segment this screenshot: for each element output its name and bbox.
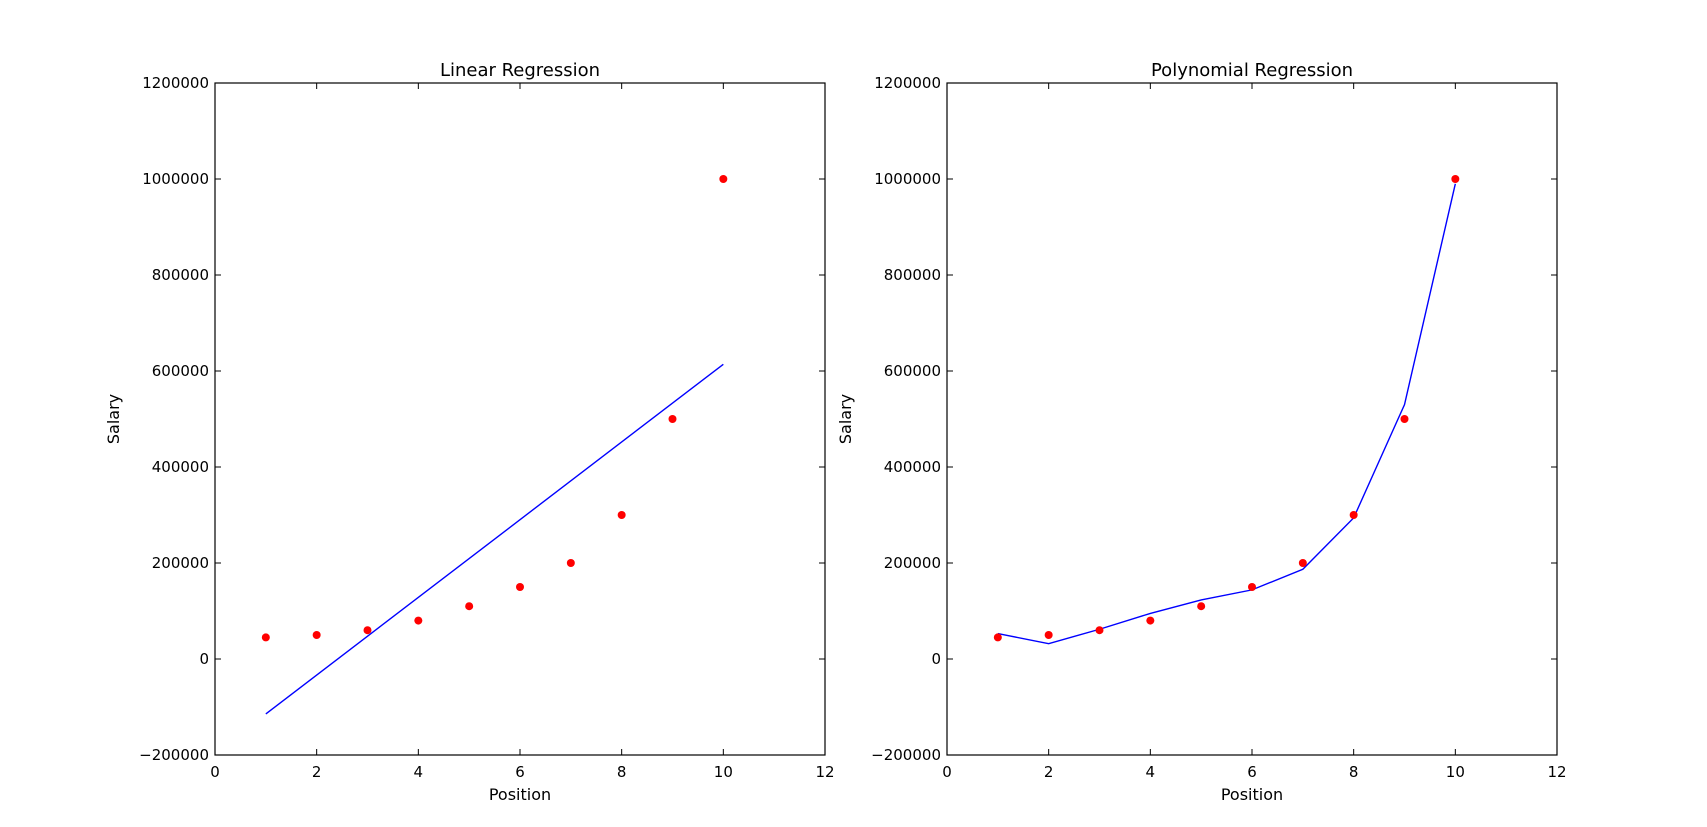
chart-panel-2: 0 2 4 6 8 10 12−200000020000040000060000080000…: [836, 60, 1567, 804]
data-point: [414, 616, 423, 625]
x-tick-label: 12: [815, 763, 834, 781]
x-tick-label: 8: [617, 763, 627, 781]
x-axis-label: Position: [489, 785, 551, 804]
y-tick-label: 400000: [152, 458, 209, 476]
y-tick-label: 600000: [152, 362, 209, 380]
y-tick-label: 0: [199, 650, 209, 668]
x-tick-label: 2: [1044, 763, 1054, 781]
x-tick-label: 12: [1547, 763, 1566, 781]
data-point: [1197, 602, 1206, 611]
regression-line: [265, 363, 724, 715]
x-tick-label: 10: [1446, 763, 1465, 781]
y-tick-label: −200000: [871, 746, 941, 764]
y-tick-label: 1200000: [874, 74, 941, 92]
x-tick-label: 6: [515, 763, 525, 781]
data-point: [261, 633, 270, 642]
data-point: [1095, 626, 1104, 635]
x-tick-label: 2: [312, 763, 322, 781]
data-point: [719, 175, 728, 183]
data-point: [465, 602, 474, 611]
y-tick-label: 400000: [884, 458, 941, 476]
y-tick-label: 1000000: [874, 170, 941, 188]
y-tick-label: 1000000: [142, 170, 209, 188]
data-point: [1400, 415, 1409, 423]
y-tick-label: 1200000: [142, 74, 209, 92]
x-tick-label: 10: [714, 763, 733, 781]
data-point: [363, 626, 372, 635]
x-tick-label: 8: [1349, 763, 1359, 781]
regression-line: [997, 183, 1457, 645]
data-point: [312, 631, 321, 639]
data-point: [993, 633, 1002, 642]
x-tick-label: 4: [1146, 763, 1156, 781]
y-tick-label: 200000: [884, 554, 941, 572]
x-axis-label: Position: [1221, 785, 1283, 804]
y-tick-label: 800000: [884, 266, 941, 284]
x-tick-label: 4: [414, 763, 424, 781]
plot-area: [261, 175, 728, 715]
data-point: [1298, 559, 1307, 567]
chart-title: Linear Regression: [440, 60, 600, 81]
data-point: [1146, 616, 1155, 625]
x-tick-label: 6: [1247, 763, 1257, 781]
data-point: [1451, 175, 1460, 183]
x-tick-label: 0: [942, 763, 952, 781]
data-point: [516, 583, 524, 591]
chart-panel-1: 0 2 4 6 8 10 12−200000020000040000060000080000…: [104, 60, 835, 804]
y-axis-label: Salary: [836, 394, 855, 444]
x-tick-label: 0: [210, 763, 220, 781]
y-tick-label: −200000: [139, 746, 209, 764]
y-tick-label: 600000: [884, 362, 941, 380]
y-axis-label: Salary: [104, 394, 123, 444]
data-point: [668, 415, 677, 423]
y-tick-label: 200000: [152, 554, 209, 572]
data-point: [1044, 631, 1053, 639]
y-tick-label: 800000: [152, 266, 209, 284]
data-point: [1349, 511, 1358, 519]
data-point: [617, 511, 626, 519]
axes-frame: [946, 82, 1558, 756]
axes-frame: [214, 82, 826, 756]
data-point: [566, 559, 575, 567]
chart-title: Polynomial Regression: [1151, 60, 1353, 81]
plot-area: [993, 175, 1460, 645]
y-tick-label: 0: [931, 650, 941, 668]
data-point: [1248, 583, 1256, 591]
